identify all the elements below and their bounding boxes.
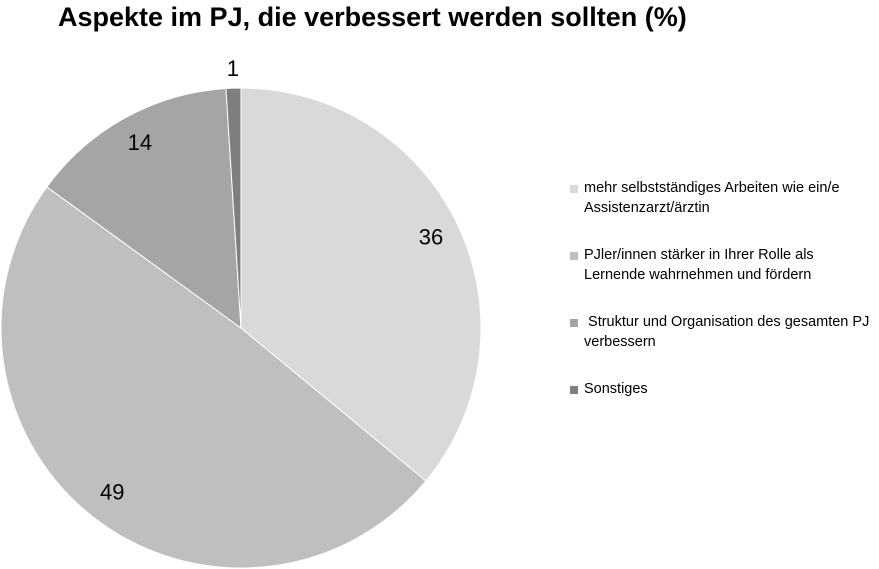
legend-item: Sonstiges bbox=[570, 379, 870, 399]
chart-title: Aspekte im PJ, die verbessert werden sol… bbox=[58, 2, 687, 32]
legend-item: PJler/innen stärker in Ihrer Rolle als L… bbox=[570, 245, 870, 285]
data-label: 1 bbox=[227, 56, 239, 81]
legend-item: Struktur und Organisation des gesamten P… bbox=[570, 312, 870, 352]
legend-label: Struktur und Organisation des gesamten P… bbox=[584, 314, 874, 350]
legend: mehr selbstständiges Arbeiten wie ein/e … bbox=[570, 178, 870, 426]
legend-swatch bbox=[570, 252, 578, 260]
pie-slice bbox=[240, 87, 482, 482]
legend-label: PJler/innen stärker in Ihrer Rolle als L… bbox=[584, 247, 818, 283]
legend-swatch bbox=[570, 319, 578, 327]
data-label: 36 bbox=[419, 224, 443, 249]
pie-slice bbox=[46, 87, 242, 330]
legend-label: Sonstiges bbox=[584, 381, 648, 397]
legend-swatch bbox=[570, 185, 578, 193]
pie-slice bbox=[0, 186, 427, 569]
legend-item: mehr selbstständiges Arbeiten wie ein/e … bbox=[570, 178, 870, 218]
data-label: 14 bbox=[128, 130, 152, 155]
legend-swatch bbox=[570, 386, 578, 394]
legend-label: mehr selbstständiges Arbeiten wie ein/e … bbox=[584, 180, 843, 216]
data-label: 49 bbox=[100, 480, 124, 505]
pie-slice bbox=[225, 87, 242, 329]
